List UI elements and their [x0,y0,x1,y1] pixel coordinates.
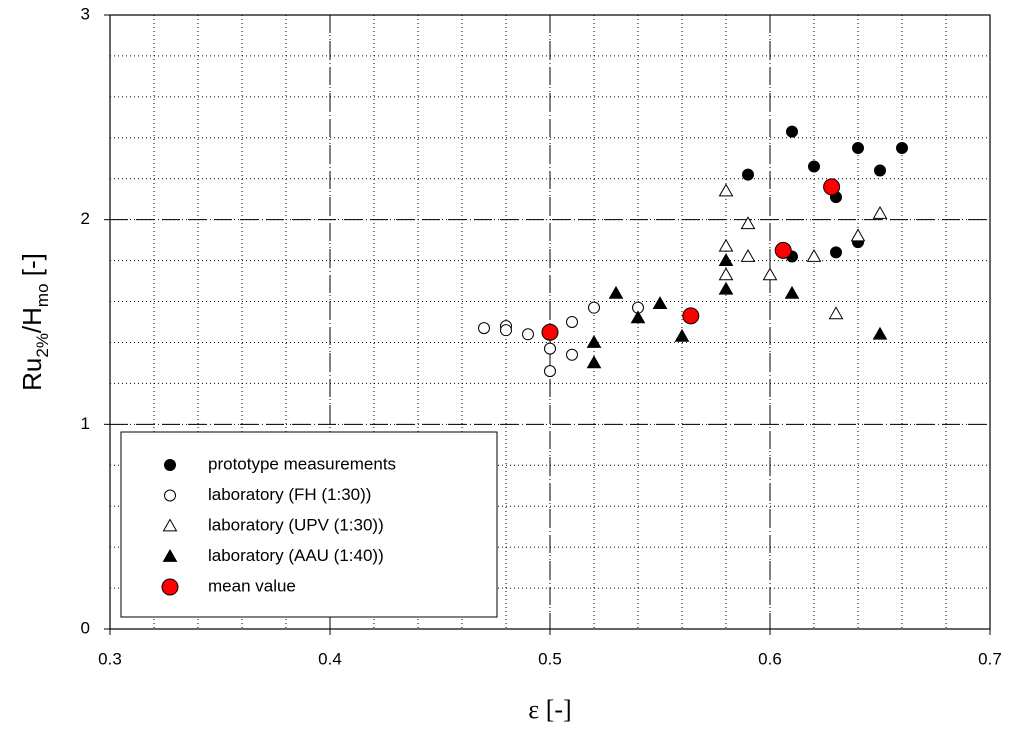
y-tick-label: 3 [81,4,90,23]
legend-label: laboratory (UPV (1:30)) [208,515,384,534]
point [830,246,842,259]
point [652,296,668,309]
plot-frame [109,14,991,630]
point [784,285,800,299]
point [718,253,734,266]
point [872,206,888,219]
x-tick-label: 0.7 [978,649,1002,668]
y-axis-title-part: 2% [33,333,52,358]
legend-marker [161,578,179,596]
y-tick-label: 0 [81,618,90,637]
point [588,301,600,314]
y-axis-title: Ru2%/Hmo [-] [17,253,52,391]
y-axis-title-part: mo [33,283,52,307]
point [718,267,734,281]
point [872,326,888,340]
point [852,142,864,155]
point [522,328,534,341]
y-axis-title-part: /H [17,307,47,333]
point [544,365,556,378]
y-axis-title-part: Ru [17,358,47,391]
legend-label: prototype measurements [208,454,396,473]
point [828,306,844,320]
point [742,168,754,181]
y-tick-label: 2 [81,209,90,228]
point [762,267,778,281]
point [608,285,624,299]
point [850,228,866,242]
point [566,348,578,361]
x-tick-label: 0.3 [98,649,122,668]
legend-label: laboratory (AAU (1:40)) [208,546,384,565]
point [630,310,646,324]
x-tick-label: 0.5 [538,649,562,668]
point [674,328,690,342]
x-axis-title: ε [-] [528,695,571,724]
legend-marker [162,518,178,532]
legend-marker [164,459,176,471]
point [823,178,841,196]
point [740,216,756,230]
point [808,160,820,173]
point [478,322,490,335]
point [896,142,908,155]
point [718,183,734,197]
point [682,307,700,325]
point [718,238,734,252]
point [586,334,602,348]
point [774,241,792,259]
point [500,324,512,337]
point [806,248,822,262]
point [541,323,559,341]
point [544,342,556,355]
y-tick-label: 1 [81,414,90,433]
legend-label: mean value [208,576,296,595]
y-axis-title-part: [-] [17,253,47,283]
legend-box [120,431,498,618]
legend-marker [164,489,176,502]
legend-marker [162,548,178,562]
point [874,164,886,177]
point [786,125,798,138]
point [566,316,578,328]
legend-label: laboratory (FH (1:30)) [208,485,371,504]
point [718,281,734,295]
x-tick-label: 0.4 [318,649,342,668]
point [586,355,602,369]
x-tick-label: 0.6 [758,649,782,668]
point [740,248,756,262]
